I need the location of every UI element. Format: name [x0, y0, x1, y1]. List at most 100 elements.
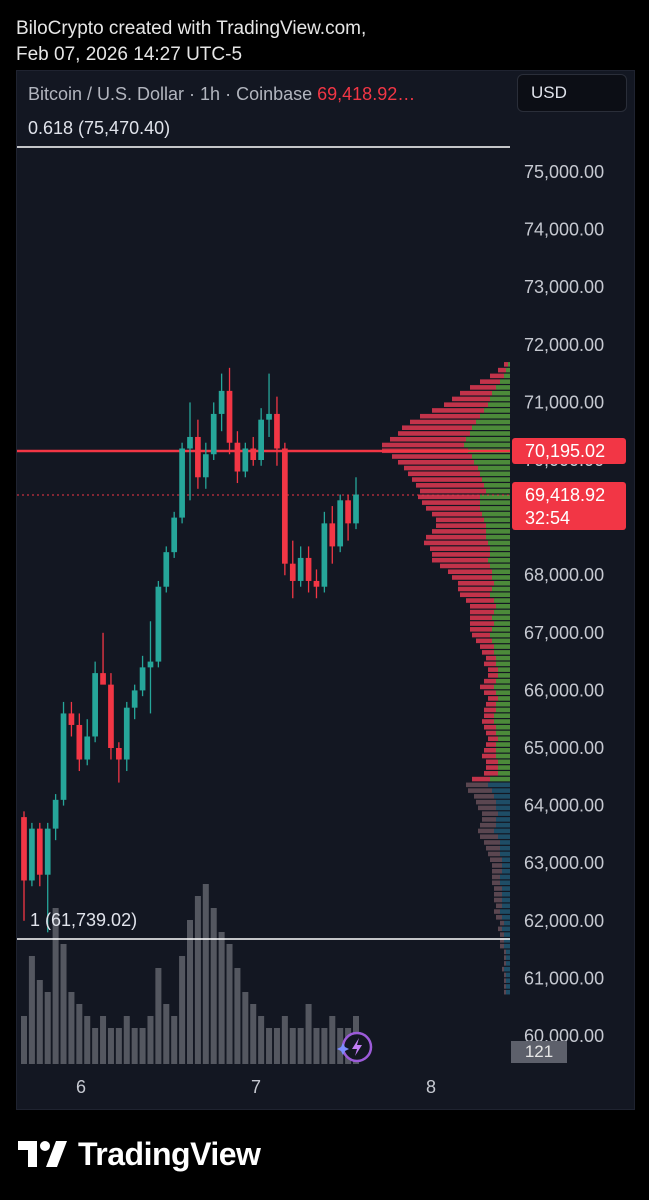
profile-down-bar: [476, 638, 492, 644]
volume-bar: [84, 1016, 91, 1064]
profile-down-bar: [504, 955, 506, 960]
profile-down-bar: [432, 529, 486, 534]
profile-down-bar: [492, 863, 502, 868]
profile-up-bar: [498, 811, 510, 816]
volume-bar: [329, 1016, 336, 1064]
profile-up-bar: [492, 586, 510, 592]
profile-down-bar: [494, 897, 502, 903]
candle-body: [68, 713, 75, 725]
symbol-header[interactable]: Bitcoin / U.S. Dollar · 1h · Coinbase 69…: [28, 84, 415, 105]
profile-down-bar: [470, 627, 492, 632]
volume-bar: [115, 1028, 122, 1064]
candle-body: [321, 523, 328, 587]
volume-bars: [20, 884, 360, 1064]
profile-up-bar: [502, 915, 510, 920]
profile-up-bar: [498, 765, 510, 770]
profile-up-bar: [464, 442, 510, 448]
profile-up-bar: [496, 604, 510, 609]
volume-bar: [337, 1028, 344, 1064]
profile-up-bar: [498, 834, 510, 839]
volume-bar: [28, 956, 35, 1064]
candle-body: [147, 661, 154, 668]
profile-down-bar: [484, 678, 496, 684]
y-tick-label: 71,000.00: [524, 392, 604, 412]
profile-up-bar: [496, 805, 510, 811]
y-tick-label: 75,000.00: [524, 162, 604, 182]
profile-up-bar: [490, 632, 510, 638]
profile-up-bar: [484, 517, 510, 523]
candle-body: [179, 448, 185, 518]
lightning-sparkle-icon[interactable]: [337, 1031, 373, 1063]
profile-down-bar: [466, 782, 488, 788]
profile-down-bar: [480, 684, 494, 690]
profile-down-bar: [492, 880, 500, 886]
volume-bar: [242, 992, 249, 1064]
profile-down-bar: [480, 644, 494, 649]
profile-up-bar: [496, 724, 510, 730]
candle-body: [218, 390, 225, 414]
candles: [21, 367, 359, 933]
profile-up-bar: [498, 771, 510, 776]
profile-down-bar: [486, 655, 496, 661]
volume-bar: [68, 992, 75, 1064]
profile-down-bar: [488, 673, 498, 678]
profile-up-bar: [492, 569, 510, 574]
profile-down-bar: [488, 667, 498, 672]
profile-up-bar: [500, 845, 510, 851]
price-axis: 75,000.00 74,000.00 73,000.00 72,000.00 71,0…: [524, 162, 604, 1046]
profile-up-bar: [490, 592, 510, 598]
candle-body: [131, 690, 138, 708]
volume-bar: [20, 1016, 28, 1064]
profile-up-bar: [490, 396, 510, 402]
profile-down-bar: [484, 707, 496, 713]
profile-up-bar: [496, 678, 510, 684]
chart-panel[interactable]: [16, 70, 635, 1110]
volume-bar: [313, 1028, 320, 1064]
profile-down-bar: [478, 828, 494, 834]
profile-down-bar: [436, 523, 486, 528]
candle-body: [266, 413, 272, 420]
profile-up-bar: [470, 431, 510, 436]
y-tick-label: 73,000.00: [524, 277, 604, 297]
profile-down-bar: [452, 396, 490, 402]
profile-up-bar: [504, 938, 510, 943]
volume-bar: [76, 1004, 83, 1064]
profile-up-bar: [506, 367, 510, 373]
profile-down-bar: [448, 569, 492, 574]
volume-bar: [179, 956, 186, 1064]
y-tick-label: 66,000.00: [524, 680, 604, 700]
profile-up-bar: [494, 580, 510, 586]
profile-down-bar: [482, 753, 496, 759]
profile-up-bar: [506, 972, 510, 978]
profile-up-bar: [490, 546, 510, 551]
profile-up-bar: [496, 655, 510, 661]
profile-up-bar: [480, 471, 510, 477]
profile-down-bar: [382, 442, 464, 448]
credit-date: Feb 07, 2026 14:27 UTC-5: [16, 44, 243, 65]
candle-body: [210, 413, 217, 455]
profile-up-bar: [494, 644, 510, 649]
candle-body: [250, 448, 257, 460]
tradingview-brand[interactable]: TradingView: [18, 1136, 261, 1172]
profile-up-bar: [492, 390, 510, 396]
profile-up-bar: [496, 707, 510, 713]
profile-up-bar: [498, 673, 510, 678]
profile-down-bar: [500, 932, 504, 937]
profile-down-bar: [410, 419, 476, 425]
profile-down-bar: [432, 552, 490, 557]
profile-up-bar: [508, 362, 510, 367]
profile-down-bar: [432, 557, 488, 563]
currency-button[interactable]: USD: [517, 74, 627, 112]
profile-up-bar: [506, 984, 510, 989]
profile-up-bar: [484, 483, 510, 488]
profile-up-bar: [478, 465, 510, 471]
profile-down-bar: [480, 379, 500, 384]
profile-down-bar: [484, 661, 496, 667]
profile-down-bar: [490, 857, 502, 862]
profile-down-bar: [474, 794, 494, 799]
candle-body: [116, 748, 122, 760]
profile-down-bar: [486, 759, 498, 765]
profile-up-bar: [492, 788, 510, 793]
volume-bar: [155, 968, 162, 1064]
